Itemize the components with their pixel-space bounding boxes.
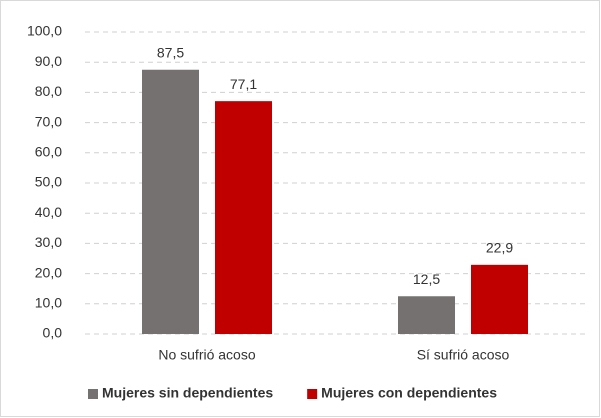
y-tick-label: 70,0: [35, 113, 62, 129]
y-tick-label: 60,0: [35, 144, 62, 160]
value-label: 22,9: [486, 240, 513, 256]
y-tick-label: 100,0: [27, 23, 62, 39]
y-tick-label: 30,0: [35, 234, 62, 250]
legend-swatch: [88, 389, 98, 399]
y-tick-label: 10,0: [35, 295, 62, 311]
legend-text: Mujeres sin dependientes: [102, 385, 273, 401]
y-tick-label: 80,0: [35, 83, 62, 99]
y-tick-label: 0,0: [43, 325, 63, 341]
x-tick-label: Sí sufrió acoso: [417, 347, 510, 363]
y-tick-label: 20,0: [35, 264, 62, 280]
legend-text: Mujeres con dependientes: [321, 385, 497, 401]
value-label: 77,1: [230, 76, 257, 92]
y-tick-label: 50,0: [35, 174, 62, 190]
legend-swatch: [307, 389, 318, 399]
value-label: 12,5: [413, 271, 440, 287]
bar: [215, 101, 272, 335]
bar: [471, 264, 528, 334]
y-tick-label: 90,0: [35, 53, 62, 69]
y-tick-label: 40,0: [35, 204, 62, 220]
bar: [142, 69, 199, 334]
value-label: 87,5: [157, 44, 184, 60]
bar: [398, 296, 455, 334]
x-tick-label: No sufrió acoso: [158, 347, 255, 363]
